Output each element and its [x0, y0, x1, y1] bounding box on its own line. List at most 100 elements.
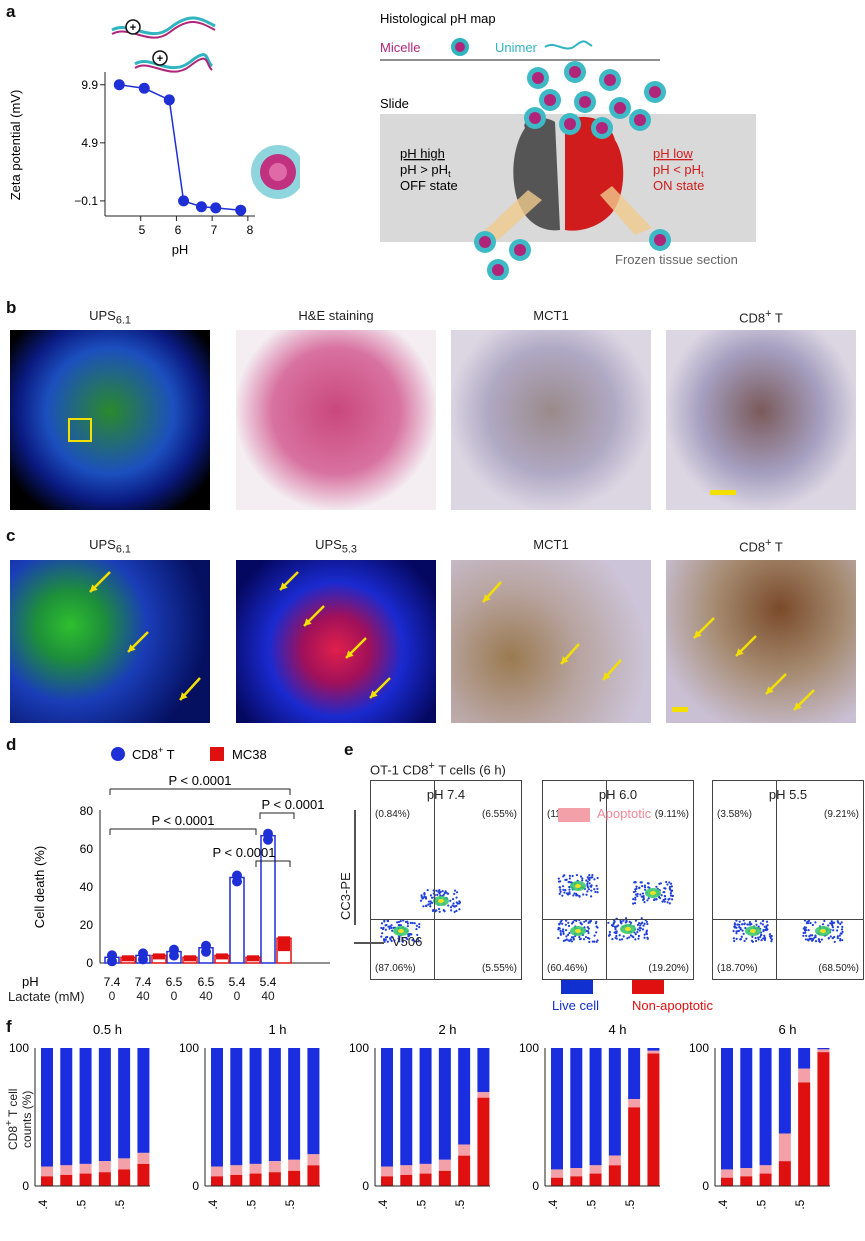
micelle-legend-label: Micelle: [380, 40, 420, 55]
legend-cd8-label: CD8+ T: [132, 745, 175, 762]
apoptotic-bar-3: [778, 1133, 791, 1162]
b-title-cd8: CD8+ T: [739, 308, 783, 326]
timecourse-title-0: 0.5 h: [93, 1022, 122, 1037]
e-xaxis-label: V506: [392, 934, 423, 949]
nonapoptotic-bar-1: [740, 1176, 753, 1186]
apoptotic-bar-3: [98, 1161, 111, 1173]
micelle-13: [487, 259, 509, 280]
nonapoptotic-bar-5: [477, 1097, 490, 1186]
f-xtick-2: 5.5: [453, 1199, 467, 1210]
micelle-illustration: [251, 145, 300, 199]
cd8-point-b-4: [232, 876, 242, 887]
apoptotic-bar-5: [307, 1154, 320, 1166]
d-lactate-value-2: 0: [170, 989, 178, 1003]
b-scale-bar: [710, 490, 736, 495]
nonapoptotic-label: Non-apoptotic: [632, 998, 713, 1013]
nonapoptotic-bar-4: [628, 1107, 641, 1186]
d-ytick-40: 40: [80, 880, 94, 894]
f-ytick-100: 100: [689, 1041, 709, 1055]
f-xtick-1: 6.5: [415, 1199, 429, 1210]
high-ph-state: OFF state: [400, 178, 458, 193]
nonapoptotic-bar-5: [307, 1165, 320, 1186]
a-ytick-4.9: 4.9: [81, 136, 98, 150]
nonapoptotic-bar-0: [41, 1176, 53, 1186]
f-xtick-0: 7.4: [716, 1199, 730, 1210]
apoptotic-bar-4: [118, 1158, 131, 1170]
cell-death-chart: CD8+ T MC38 Cell death (%) 0 20 40 60 80…: [22, 745, 330, 989]
nonapoptotic-bar-4: [458, 1155, 471, 1186]
flow-density: [557, 873, 675, 944]
zeta-point-3: [178, 195, 190, 207]
b-image-ups61: [10, 330, 210, 510]
panel-label-a: a: [6, 2, 16, 21]
f-xtick-1: 6.5: [75, 1199, 89, 1210]
nonapoptotic-bar-2: [419, 1173, 432, 1186]
b-image-mct1: [451, 330, 651, 510]
c-title-ups61: UPS6.1: [89, 537, 131, 556]
apoptotic-bar-0: [41, 1166, 53, 1177]
bracket-1: [109, 788, 291, 795]
a-ytick-9.9: 9.9: [81, 78, 98, 92]
apoptotic-bar-4: [798, 1068, 811, 1083]
bracket-2: [109, 828, 257, 835]
f-xtick-1: 6.5: [585, 1199, 599, 1210]
d-ylabel: Cell death (%): [32, 846, 47, 928]
d-ph-value-5: 5.4: [260, 975, 277, 989]
nonapoptotic-bar-5: [817, 1052, 830, 1186]
nonapoptotic-bar-1: [230, 1174, 243, 1186]
flow-plot-2: pH 5.5 (3.58%) (9.21%) (18.70%) (68.50%): [712, 780, 864, 980]
live-cell-swatch: [561, 980, 593, 994]
mc38-point-2: [184, 955, 196, 962]
flow-bl: (60.46%): [547, 963, 588, 974]
live-bar-4: [118, 1048, 131, 1159]
f-ytick-0: 0: [192, 1179, 199, 1193]
apoptotic-bar-4: [288, 1159, 301, 1171]
live-bar-2: [759, 1048, 772, 1166]
live-bar-3: [98, 1048, 111, 1162]
d-ph-value-0: 7.4: [104, 975, 121, 989]
f-xtick-0: 7.4: [546, 1199, 560, 1210]
zeta-point-5: [210, 202, 222, 214]
nonapoptotic-bar-0: [721, 1177, 733, 1186]
micelle-1: [564, 61, 586, 83]
live-cell-label: Live cell: [552, 998, 599, 1013]
micelle-14: [649, 229, 671, 251]
svg-text:+: +: [130, 22, 136, 34]
live-bar-5: [647, 1048, 660, 1051]
panel-label-d: d: [6, 735, 17, 754]
f-ytick-0: 0: [702, 1179, 709, 1193]
nonapoptotic-bar-2: [759, 1173, 772, 1186]
micelle-3: [539, 89, 561, 111]
apoptotic-bar-5: [477, 1092, 490, 1098]
c-image-cd8: [666, 560, 856, 723]
apoptotic-bar-4: [628, 1099, 641, 1108]
nonapoptotic-bar-0: [211, 1176, 223, 1186]
live-bar-0: [381, 1048, 393, 1167]
cd8-point-b-0: [107, 956, 117, 967]
flow-title: pH 5.5: [768, 787, 808, 802]
flow-tr: (9.11%): [654, 809, 689, 820]
b-title-mct1: MCT1: [533, 308, 569, 323]
live-bar-1: [400, 1048, 413, 1166]
flow-tr: (6.55%): [481, 809, 517, 820]
d-ytick-20: 20: [80, 918, 94, 932]
apoptotic-bar-2: [79, 1163, 92, 1174]
flow-br: (68.50%): [818, 963, 859, 974]
apoptotic-bar-1: [230, 1165, 243, 1175]
panel-label-c: c: [6, 526, 16, 545]
release-arrow-left: [480, 190, 542, 240]
flow-title: pH 6.0: [598, 787, 638, 802]
live-bar-3: [268, 1048, 281, 1162]
nonapoptotic-bar-4: [288, 1170, 301, 1186]
live-bar-3: [608, 1048, 621, 1156]
flow-bl: (87.06%): [375, 963, 416, 974]
legend-mc38-marker: [210, 747, 224, 761]
panel-label-e: e: [344, 740, 354, 759]
cd8-point-b-3: [201, 946, 211, 957]
flow-tr: (9.21%): [823, 809, 859, 820]
flow-tl: (0.84%): [375, 809, 411, 820]
live-bar-1: [740, 1048, 753, 1169]
release-arrow-right: [600, 186, 652, 235]
live-bar-1: [60, 1048, 73, 1166]
live-bar-5: [817, 1048, 830, 1050]
